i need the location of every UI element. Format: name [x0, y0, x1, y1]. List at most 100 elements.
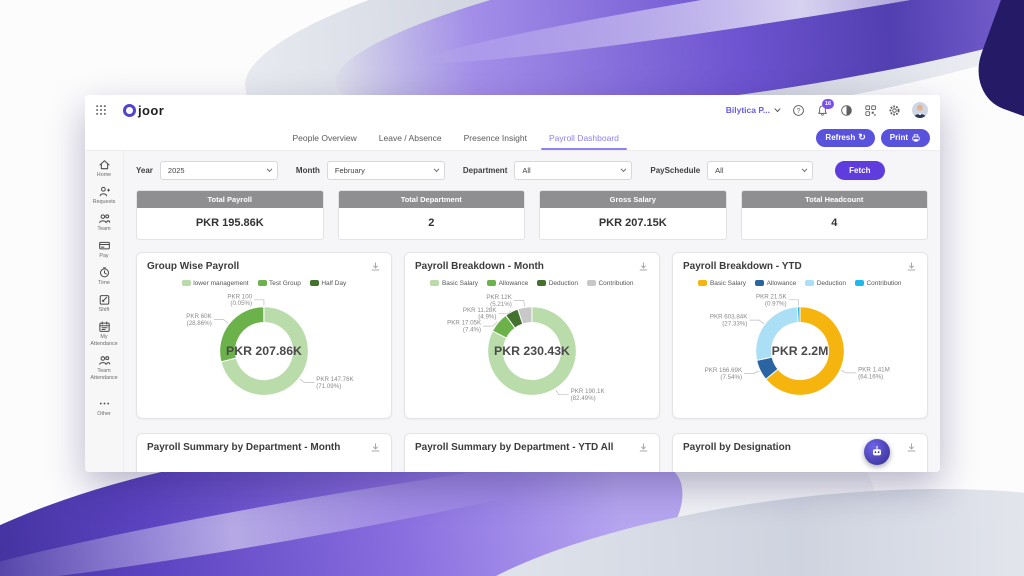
department-select[interactable]: All: [514, 161, 633, 180]
legend-label: lower management: [193, 279, 249, 287]
legend-item[interactable]: Allowance: [755, 280, 796, 287]
slice-label: PKR 147.76K (71.09%): [316, 376, 354, 390]
tab-people-overview[interactable]: People Overview: [292, 132, 357, 143]
slice-label: PKR 60K (28.86%): [186, 313, 212, 327]
donut-chart: PKR 100 (0.05%) PKR 60K (28.86%) PKR 147.76K…: [186, 293, 355, 396]
chevron-down-icon: [774, 107, 781, 112]
legend-label: Basic Salary: [441, 279, 479, 287]
charts-row: Group Wise Payroll lower management Test …: [136, 252, 928, 419]
kpi-value: 4: [831, 217, 838, 229]
month-filter-label: Month: [295, 166, 320, 175]
print-button[interactable]: Print: [880, 128, 930, 147]
legend-label: Basic Salary: [709, 279, 747, 287]
kpi-title: Total Headcount: [741, 191, 927, 208]
slice-label: PKR 603.84K (27.33%): [710, 314, 748, 328]
refresh-label: Refresh: [825, 133, 856, 142]
legend-item[interactable]: Basic Salary: [430, 280, 478, 287]
app-logo[interactable]: joor: [123, 103, 164, 118]
sidebar-item-label: Shift: [98, 307, 110, 314]
label-leader-line: [788, 299, 799, 306]
chart-card-group-wise-payroll: Group Wise Payroll lower management Test …: [136, 252, 392, 419]
label-leader-line: [254, 299, 265, 306]
user-menu[interactable]: Bilytica P...: [726, 105, 781, 115]
donut-chart: PKR 12K (5.21%)PKR 11.28K (4.9%)PKR 17.05K…: [447, 294, 605, 402]
background-swirl: [966, 0, 1024, 140]
avatar[interactable]: [912, 102, 928, 118]
month-select[interactable]: February: [326, 161, 445, 180]
sidebar-item-team[interactable]: Team: [85, 212, 123, 233]
sidebar-item-time[interactable]: Time: [85, 266, 123, 287]
legend-item[interactable]: Contribution: [586, 280, 634, 287]
filter-bar: Year 2025 Month February: [136, 161, 928, 180]
download-icon[interactable]: [638, 442, 649, 453]
sidebar-item-requests[interactable]: Requests: [85, 185, 123, 206]
tab-leave-absence[interactable]: Leave / Absence: [378, 132, 442, 143]
donut-center-value: PKR 207.86K: [226, 344, 302, 358]
kpi-value: PKR 195.86K: [195, 217, 264, 229]
gear-icon[interactable]: [888, 104, 901, 117]
help-icon[interactable]: ?: [792, 104, 805, 117]
modules-grid-icon[interactable]: [864, 104, 877, 117]
sidebar-item-other[interactable]: Other: [85, 397, 123, 418]
sidebar-item-label: Requests: [92, 199, 116, 206]
legend-item[interactable]: Half Day: [309, 280, 346, 287]
chart-title: Payroll by Designation: [683, 442, 791, 453]
apps-grid-icon[interactable]: [95, 104, 107, 116]
label-leader-line: [555, 389, 569, 396]
download-icon[interactable]: [638, 261, 649, 272]
legend-swatch: [537, 280, 547, 286]
legend-item[interactable]: lower management: [181, 279, 249, 287]
kpi-value: 2: [428, 217, 435, 229]
download-icon[interactable]: [370, 442, 381, 453]
user-name: Bilytica P...: [725, 105, 770, 115]
sidebar-item-team-attendance[interactable]: Team Attendance: [85, 354, 123, 382]
refresh-button[interactable]: Refresh ↻: [816, 128, 875, 147]
label-leader-line: [299, 378, 315, 383]
donut-slice[interactable]: [796, 306, 801, 324]
background-swirl: [422, 0, 1024, 78]
refresh-icon: ↻: [858, 132, 866, 142]
sidebar-item-my-attendance[interactable]: My Attendance: [85, 320, 123, 348]
year-select[interactable]: 2025: [159, 161, 278, 180]
legend-item[interactable]: Basic Salary: [698, 280, 746, 287]
sidebar-item-pay[interactable]: Pay: [85, 239, 123, 260]
legend-item[interactable]: Contribution: [854, 279, 902, 287]
chart-title: Group Wise Payroll: [147, 261, 240, 272]
sidebar-item-home[interactable]: Home: [85, 158, 123, 179]
assistant-chatbot-button[interactable]: [864, 439, 890, 465]
tab-payroll-dashboard[interactable]: Payroll Dashboard: [538, 125, 630, 150]
sidebar-item-label: Team Attendance: [90, 368, 118, 382]
donut-slice[interactable]: [765, 306, 845, 396]
svg-text:?: ?: [797, 107, 801, 114]
legend-label: Test Group: [269, 279, 301, 287]
tab-presence-insight[interactable]: Presence Insight: [463, 132, 527, 143]
slice-label: PKR 11.28K (4.9%): [463, 307, 497, 321]
slice-label: PKR 12K (5.21%): [486, 294, 512, 308]
contrast-circle-icon[interactable]: [840, 104, 853, 117]
chart-title: Payroll Breakdown - Month: [415, 261, 544, 272]
donut-slice[interactable]: [517, 306, 533, 325]
slice-label: PKR 166.69K (7.54%): [705, 367, 743, 381]
legend-item[interactable]: Test Group: [257, 279, 301, 287]
donut-chart: PKR 21.5K (0.97%) PKR 603.84K (27.33%) PKR 1…: [705, 293, 890, 396]
chart-legend: Basic Salary Allowance Deduction Contributi…: [405, 278, 659, 288]
legend-item[interactable]: Deduction: [805, 280, 846, 287]
download-icon[interactable]: [370, 261, 381, 272]
edit-square-icon: [99, 295, 109, 305]
chart-title: Payroll Summary by Department - Month: [147, 442, 341, 453]
app-window: joor Bilytica P... ? 16: [85, 95, 940, 472]
top-bar: joor Bilytica P... ? 16: [85, 95, 940, 125]
sidebar-item-label: Home: [96, 172, 112, 178]
payschedule-select[interactable]: All: [707, 161, 814, 180]
download-icon[interactable]: [906, 442, 917, 453]
legend-item[interactable]: Allowance: [487, 280, 528, 287]
legend-label: Contribution: [866, 279, 902, 287]
donut-slice[interactable]: [220, 306, 309, 396]
legend-swatch: [586, 280, 596, 286]
sidebar-item-shift[interactable]: Shift: [85, 293, 123, 314]
legend-item[interactable]: Deduction: [537, 280, 578, 287]
download-icon[interactable]: [906, 261, 917, 272]
fetch-button[interactable]: Fetch: [835, 161, 885, 180]
sidebar-item-label: Time: [98, 280, 110, 287]
donut-slice[interactable]: [487, 306, 577, 396]
